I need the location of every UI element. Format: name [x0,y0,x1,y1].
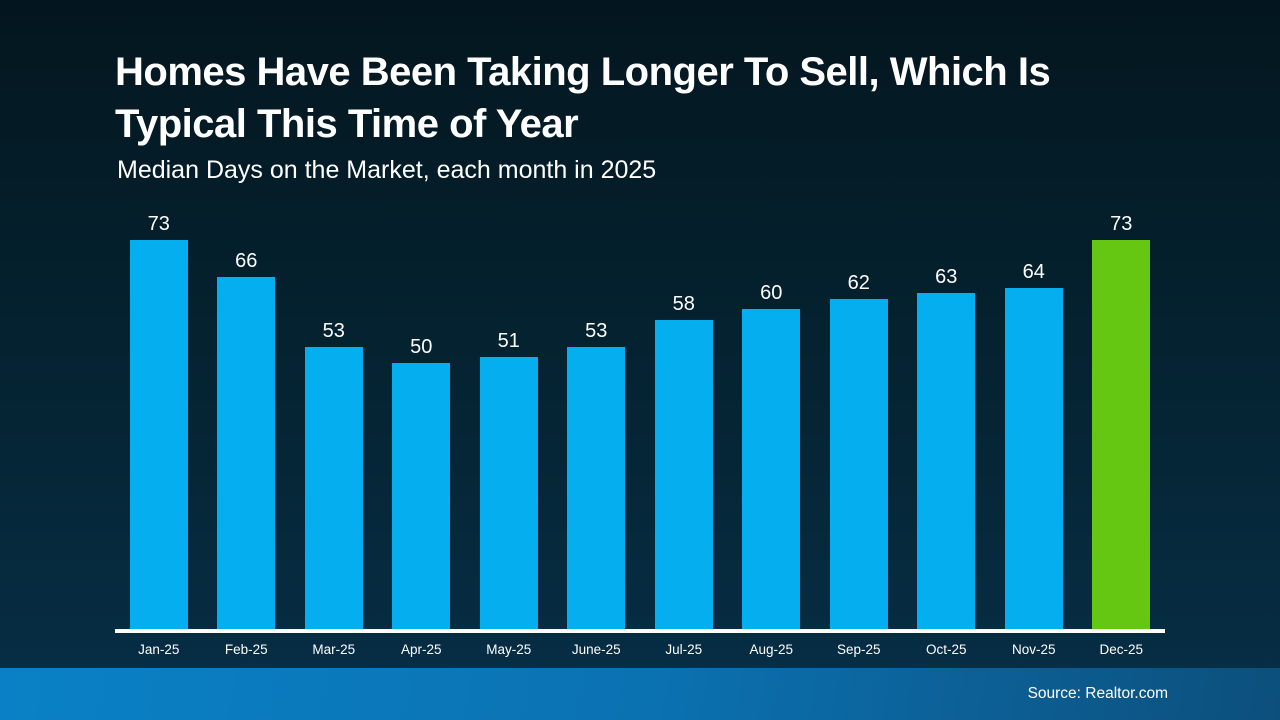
bar-value-label: 64 [1022,261,1045,283]
bar-jan-25 [129,240,188,629]
chart-subtitle: Median Days on the Market, each month in… [117,156,657,184]
bar-value-label: 50 [410,336,433,358]
chart-title: Homes Have Been Taking Longer To Sell, W… [115,46,1195,150]
footer-bar: Source: Realtor.com [0,668,1280,720]
bar-chart: 73 66 53 50 51 53 58 60 62 63 64 73 Jan-25 Feb-25 Mar… [115,213,1165,657]
bar-oct-25 [917,293,976,629]
bar-column: 53 [553,320,641,629]
x-axis-line [115,629,1165,633]
bar-value-label: 53 [585,320,608,342]
bar-column: 64 [990,261,1078,629]
x-axis-label: Feb-25 [224,642,268,657]
x-axis-label: Oct-25 [925,642,967,657]
bar-apr-25 [392,363,451,629]
source-label: Source: Realtor.com [1027,685,1168,702]
x-axis-label: Mar-25 [312,642,356,657]
x-axis-label: Aug-25 [749,642,794,657]
x-axis-label: Apr-25 [400,642,442,657]
bar-value-label: 53 [322,320,345,342]
bar-mar-25 [304,347,363,629]
x-axis-label: Jul-25 [665,642,703,657]
bar-column: 62 [815,272,903,629]
bar-value-label: 73 [1110,213,1133,235]
bar-value-label: 62 [847,272,870,294]
bar-column: 50 [378,336,466,629]
bar-jul-25 [654,320,713,629]
bar-value-label: 73 [147,213,170,235]
bar-column: 73 [1078,213,1166,629]
bar-column: 63 [903,266,991,629]
bar-value-label: 66 [235,250,258,272]
x-axis-label: Jan-25 [138,642,180,657]
title-line-2: Typical This Time of Year [115,102,579,146]
x-axis-label: Nov-25 [1011,642,1056,657]
bar-value-label: 51 [497,330,520,352]
bar-nov-25 [1004,288,1063,629]
bar-column: 73 [115,213,203,629]
x-axis-label: Sep-25 [836,642,881,657]
bar-column: 53 [290,320,378,629]
x-axis-label: Dec-25 [1099,642,1144,657]
plot-area: 73 66 53 50 51 53 58 60 62 63 64 73 [115,213,1165,629]
title-line-1: Homes Have Been Taking Longer To Sell, W… [115,50,1051,94]
bar-value-label: 58 [672,293,695,315]
bar-column: 58 [640,293,728,629]
bar-column: 66 [203,250,291,629]
x-axis-labels: Jan-25 Feb-25 Mar-25 Apr-25 May-25 June-25 Jul… [115,642,1165,657]
x-axis-label: May-25 [486,642,532,657]
bar-dec-25 [1092,240,1151,629]
bar-sep-25 [829,299,888,629]
bar-value-label: 60 [760,282,783,304]
bar-aug-25 [742,309,801,629]
bar-june-25 [567,347,626,629]
x-axis-label: June-25 [571,642,621,657]
bar-may-25 [479,357,538,629]
bar-column: 60 [728,282,816,629]
bar-column: 51 [465,330,553,629]
bar-feb-25 [217,277,276,629]
bar-value-label: 63 [935,266,958,288]
